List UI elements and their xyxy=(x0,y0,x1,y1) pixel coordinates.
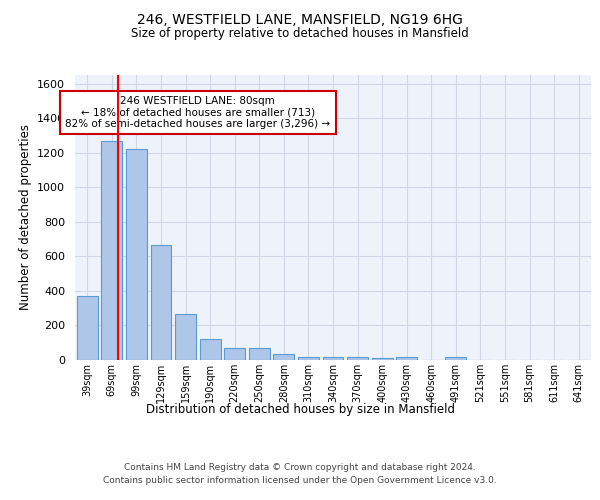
Text: Distribution of detached houses by size in Mansfield: Distribution of detached houses by size … xyxy=(146,402,455,415)
Bar xyxy=(323,358,343,360)
Bar xyxy=(151,245,172,360)
Text: Size of property relative to detached houses in Mansfield: Size of property relative to detached ho… xyxy=(131,28,469,40)
Bar xyxy=(347,358,368,360)
Text: Contains public sector information licensed under the Open Government Licence v3: Contains public sector information licen… xyxy=(103,476,497,485)
Bar xyxy=(126,150,147,360)
Bar xyxy=(101,140,122,360)
Text: 246 WESTFIELD LANE: 80sqm
← 18% of detached houses are smaller (713)
82% of semi: 246 WESTFIELD LANE: 80sqm ← 18% of detac… xyxy=(65,96,331,129)
Bar xyxy=(175,314,196,360)
Bar xyxy=(371,358,392,360)
Bar xyxy=(224,348,245,360)
Bar xyxy=(200,340,221,360)
Text: 246, WESTFIELD LANE, MANSFIELD, NG19 6HG: 246, WESTFIELD LANE, MANSFIELD, NG19 6HG xyxy=(137,12,463,26)
Text: Contains HM Land Registry data © Crown copyright and database right 2024.: Contains HM Land Registry data © Crown c… xyxy=(124,462,476,471)
Bar xyxy=(249,348,270,360)
Bar xyxy=(445,358,466,360)
Bar xyxy=(77,296,98,360)
Bar xyxy=(298,356,319,360)
Y-axis label: Number of detached properties: Number of detached properties xyxy=(19,124,32,310)
Bar xyxy=(396,358,417,360)
Bar xyxy=(274,354,295,360)
